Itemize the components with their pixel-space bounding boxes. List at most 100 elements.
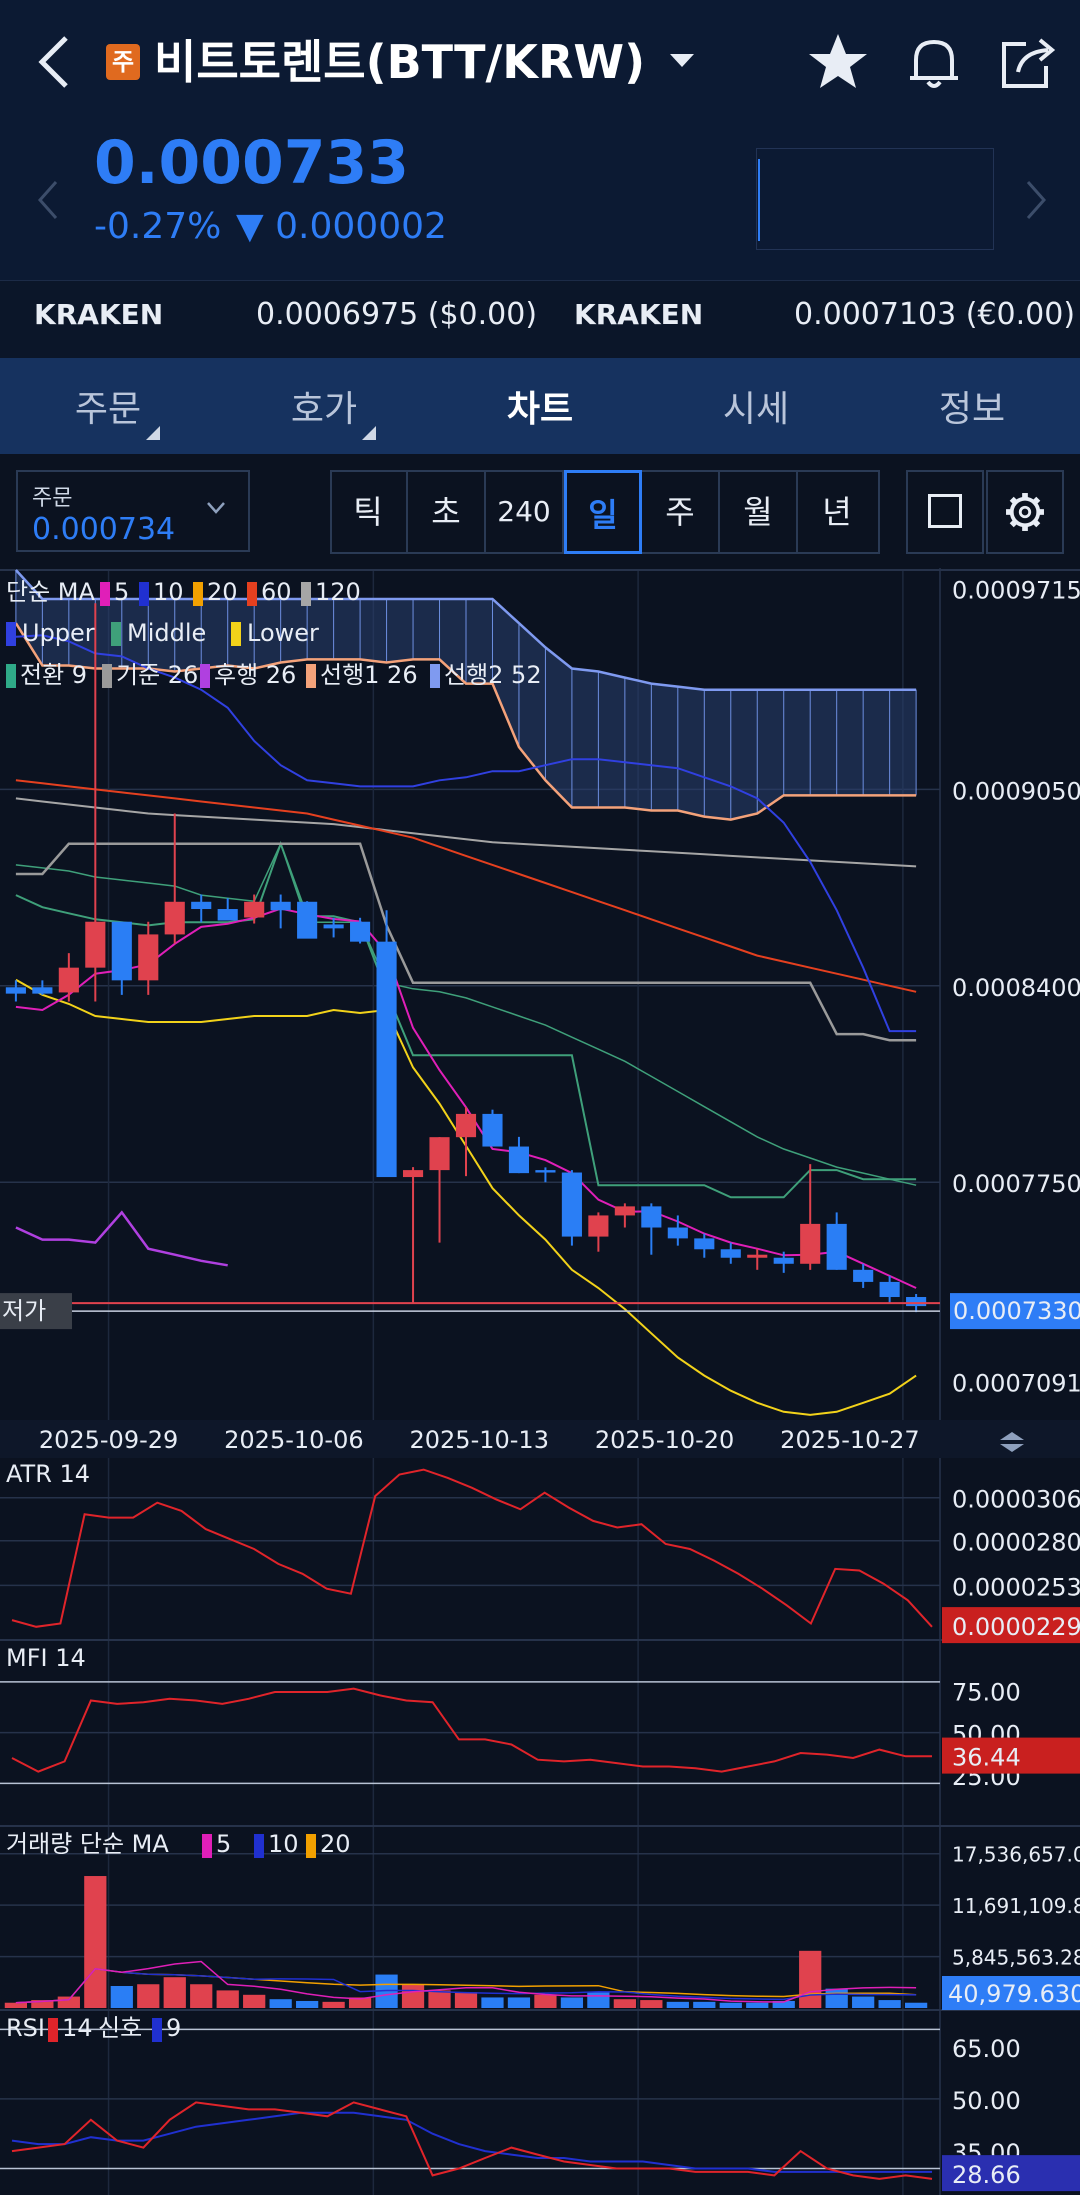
period-year[interactable]: 년 <box>822 493 852 531</box>
exchange-name: KRAKEN <box>34 298 164 331</box>
legend-item: 5 <box>114 578 129 606</box>
candle-body <box>508 1146 530 1174</box>
y-axis-label: 0.0008400 <box>952 974 1080 1002</box>
back-icon[interactable] <box>34 34 74 90</box>
current-price: 0.000733 <box>94 128 410 198</box>
legend-item: 10 <box>268 1830 299 1858</box>
chevron-down-icon[interactable] <box>206 498 226 518</box>
current-price-label: 0.0007330 <box>953 1297 1080 1325</box>
candle-body <box>853 1269 874 1282</box>
prev-arrow-icon[interactable] <box>36 178 60 222</box>
volume-bar <box>428 1990 451 2008</box>
candle-body <box>773 1257 794 1264</box>
volume-bar <box>719 2002 742 2008</box>
price-chart[interactable]: 저가 0.0007330 0.0009715 0.0009050 0.0008400 0.… <box>0 568 1080 2195</box>
bell-icon[interactable] <box>902 30 966 94</box>
price-panel <box>0 125 1080 280</box>
legend-swatch <box>193 582 203 606</box>
candle-body <box>482 1113 503 1147</box>
tab-chart[interactable]: 차트 <box>506 389 574 430</box>
candle-body <box>191 901 212 910</box>
rsi-current-label: 28.66 <box>952 2161 1021 2189</box>
lagging-line <box>15 1210 228 1267</box>
volume-bar <box>401 1984 425 2008</box>
volume-bar <box>57 1996 80 2008</box>
volume-bar <box>243 1994 266 2008</box>
candle-body <box>297 901 318 939</box>
period-month[interactable]: 월 <box>720 470 798 554</box>
candle-body <box>5 987 26 994</box>
volume-bar <box>84 1876 107 2008</box>
low-label-bg <box>0 1293 72 1330</box>
atr-axis-label: 0.0000280 <box>952 1529 1080 1557</box>
rsi-axis-label: 50.00 <box>952 2087 1021 2115</box>
rsi-axis-label: 65.00 <box>952 2035 1021 2063</box>
candle-body <box>32 987 53 994</box>
y-axis-label: 0.0007750 <box>952 1170 1080 1198</box>
period-day[interactable]: 일 <box>564 470 642 554</box>
legend-swatch <box>254 1834 264 1858</box>
volume-bar <box>587 1992 610 2008</box>
x-axis-strip <box>0 1420 1080 1458</box>
order-price-selector[interactable] <box>16 470 250 552</box>
exchange-price: 0.0006975 ($0.00) <box>256 297 538 332</box>
rsi-line <box>11 2101 933 2180</box>
legend-item: 10 <box>153 578 184 606</box>
page-title[interactable]: 비트토렌트(BTT/KRW) <box>154 35 646 89</box>
drawing-box-button[interactable] <box>906 470 984 554</box>
chart-background <box>0 568 1080 2195</box>
period-week[interactable]: 주 <box>642 470 720 554</box>
share-icon[interactable] <box>996 30 1060 94</box>
candle-body <box>58 967 79 993</box>
volume-axis-label: 11,691,109.836 <box>952 1894 1080 1918</box>
candle-body <box>826 1223 847 1270</box>
period-240min[interactable]: 240분 <box>486 470 564 612</box>
tab-market[interactable]: 시세 <box>722 389 790 430</box>
next-arrow-icon[interactable] <box>1024 178 1048 222</box>
atr-current-badge <box>942 1607 1080 1644</box>
exchange-row <box>0 280 1080 359</box>
exchange-price: 0.0007103 (€0.00) <box>794 297 1076 332</box>
volume-bar <box>216 1990 239 2008</box>
mfi-current-label: 36.44 <box>952 1744 1021 1772</box>
atr-title: ATR 14 <box>6 1460 90 1488</box>
gear-icon[interactable] <box>986 470 1064 554</box>
candle-body <box>350 921 371 942</box>
volume-bar <box>348 1997 372 2008</box>
volume-bar <box>666 2001 689 2008</box>
candle-body <box>614 1206 635 1216</box>
legend-swatch <box>430 664 440 688</box>
volume-current-label: 40,979.630 <box>948 1980 1080 2008</box>
dropdown-caret-icon[interactable] <box>670 54 694 67</box>
legend-item: 기준 26 <box>116 661 198 689</box>
tab-info[interactable]: 정보 <box>938 389 1006 430</box>
tab-orderbook[interactable]: 호가 <box>290 389 358 430</box>
candle-body <box>164 901 185 935</box>
volume-bar <box>507 1997 531 2008</box>
legend-swatch <box>6 622 16 646</box>
candle-body <box>561 1172 582 1237</box>
exchange-name: KRAKEN <box>574 298 704 331</box>
submenu-triangle-icon <box>146 426 160 440</box>
kijun-line <box>15 842 917 1042</box>
star-icon[interactable] <box>806 30 870 94</box>
volume-bar <box>322 2001 345 2008</box>
legend-item: Middle <box>127 619 206 647</box>
candle-body <box>694 1238 715 1250</box>
volume-bar <box>110 1986 133 2008</box>
legend-swatch <box>306 664 316 688</box>
volume-bar <box>640 2000 663 2008</box>
volume-ma10-line <box>15 1968 917 2004</box>
candle-body <box>323 924 344 929</box>
candle-body <box>667 1227 688 1239</box>
period-second[interactable]: 초 <box>408 470 486 554</box>
legend-swatch <box>231 622 241 646</box>
legend-item: 60 <box>261 578 292 606</box>
tab-order[interactable]: 주문 <box>74 389 142 430</box>
volume-bar <box>799 1950 822 2008</box>
volume-bar <box>693 2001 716 2008</box>
span2-line <box>14 569 917 691</box>
period-tick[interactable]: 틱 <box>330 470 408 554</box>
candle-body <box>879 1281 900 1298</box>
submenu-triangle-icon <box>362 426 376 440</box>
